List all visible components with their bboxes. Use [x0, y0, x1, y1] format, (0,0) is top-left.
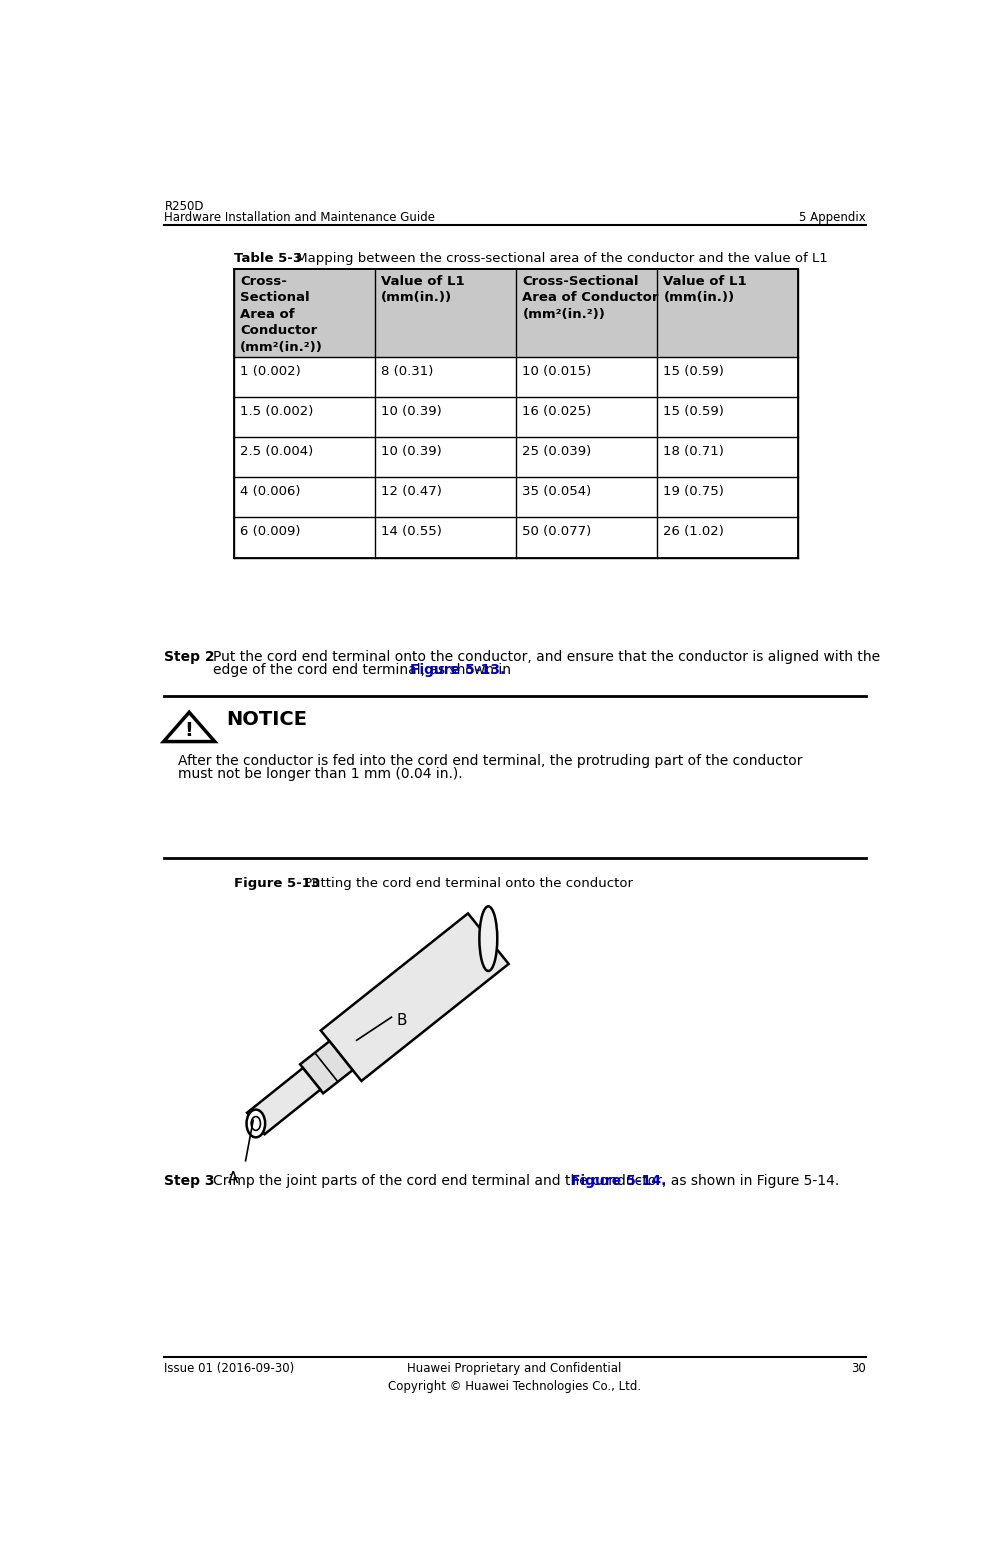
- Text: Step 2: Step 2: [165, 650, 215, 664]
- Text: Hardware Installation and Maintenance Guide: Hardware Installation and Maintenance Gu…: [165, 211, 435, 224]
- Ellipse shape: [479, 907, 497, 971]
- Text: 15 (0.59): 15 (0.59): [663, 406, 725, 418]
- Text: 2.5 (0.004): 2.5 (0.004): [240, 445, 314, 459]
- Bar: [234, 398, 798, 437]
- Bar: [234, 437, 798, 478]
- Text: Issue 01 (2016-09-30): Issue 01 (2016-09-30): [165, 1362, 294, 1375]
- Bar: [234, 269, 798, 557]
- Text: Table 5-3: Table 5-3: [234, 252, 303, 265]
- Bar: [234, 517, 798, 557]
- Ellipse shape: [246, 1110, 265, 1137]
- Text: R250D: R250D: [165, 200, 204, 213]
- Text: A: A: [227, 1171, 238, 1185]
- Polygon shape: [321, 913, 509, 1081]
- Text: 19 (0.75): 19 (0.75): [663, 485, 725, 498]
- Text: After the conductor is fed into the cord end terminal, the protruding part of th: After the conductor is fed into the cord…: [178, 753, 803, 767]
- Text: 50 (0.077): 50 (0.077): [523, 525, 592, 539]
- Text: 30: 30: [851, 1362, 865, 1375]
- Text: Mapping between the cross-sectional area of the conductor and the value of L1: Mapping between the cross-sectional area…: [292, 252, 828, 265]
- Text: Figure 5-14.: Figure 5-14.: [571, 1173, 666, 1187]
- Text: must not be longer than 1 mm (0.04 in.).: must not be longer than 1 mm (0.04 in.).: [178, 767, 463, 781]
- Text: 10 (0.39): 10 (0.39): [381, 445, 442, 459]
- Text: 1.5 (0.002): 1.5 (0.002): [240, 406, 314, 418]
- Text: edge of the cord end terminal, as shown in: edge of the cord end terminal, as shown …: [213, 662, 516, 677]
- Text: Cross-
Sectional
Area of
Conductor
(mm²(in.²)): Cross- Sectional Area of Conductor (mm²(…: [240, 276, 324, 354]
- Text: 5 Appendix: 5 Appendix: [799, 211, 865, 224]
- Text: 8 (0.31): 8 (0.31): [381, 365, 434, 377]
- Text: !: !: [185, 722, 194, 741]
- Text: 16 (0.025): 16 (0.025): [523, 406, 592, 418]
- Text: 15 (0.59): 15 (0.59): [663, 365, 725, 377]
- Text: 10 (0.015): 10 (0.015): [523, 365, 592, 377]
- Text: 26 (1.02): 26 (1.02): [663, 525, 725, 539]
- Text: 10 (0.39): 10 (0.39): [381, 406, 442, 418]
- Bar: [234, 478, 798, 517]
- Text: B: B: [397, 1013, 407, 1029]
- Text: 12 (0.47): 12 (0.47): [381, 485, 442, 498]
- Text: 18 (0.71): 18 (0.71): [663, 445, 725, 459]
- Text: Put the cord end terminal onto the conductor, and ensure that the conductor is a: Put the cord end terminal onto the condu…: [213, 650, 880, 664]
- Text: 4 (0.006): 4 (0.006): [240, 485, 300, 498]
- Text: NOTICE: NOTICE: [226, 709, 308, 730]
- Text: Huawei Proprietary and Confidential
Copyright © Huawei Technologies Co., Ltd.: Huawei Proprietary and Confidential Copy…: [388, 1362, 641, 1394]
- Ellipse shape: [251, 1117, 260, 1131]
- Text: Step 3: Step 3: [165, 1173, 215, 1187]
- Bar: [234, 357, 798, 398]
- Text: 35 (0.054): 35 (0.054): [523, 485, 592, 498]
- Text: 6 (0.009): 6 (0.009): [240, 525, 300, 539]
- Text: Crimp the joint parts of the cord end terminal and the conductor, as shown in Fi: Crimp the joint parts of the cord end te…: [213, 1173, 839, 1187]
- Bar: [234, 269, 798, 357]
- Text: Cross-Sectional
Area of Conductor
(mm²(in.²)): Cross-Sectional Area of Conductor (mm²(i…: [523, 276, 659, 321]
- Text: 14 (0.55): 14 (0.55): [381, 525, 442, 539]
- Text: Figure 5-13: Figure 5-13: [234, 877, 321, 889]
- Polygon shape: [300, 1041, 353, 1093]
- Text: Figure 5-13.: Figure 5-13.: [410, 662, 506, 677]
- Polygon shape: [247, 1068, 321, 1134]
- Text: 25 (0.039): 25 (0.039): [523, 445, 592, 459]
- Text: Value of L1
(mm(in.)): Value of L1 (mm(in.)): [663, 276, 747, 304]
- Text: Value of L1
(mm(in.)): Value of L1 (mm(in.)): [381, 276, 465, 304]
- Text: 1 (0.002): 1 (0.002): [240, 365, 302, 377]
- Text: Putting the cord end terminal onto the conductor: Putting the cord end terminal onto the c…: [300, 877, 633, 889]
